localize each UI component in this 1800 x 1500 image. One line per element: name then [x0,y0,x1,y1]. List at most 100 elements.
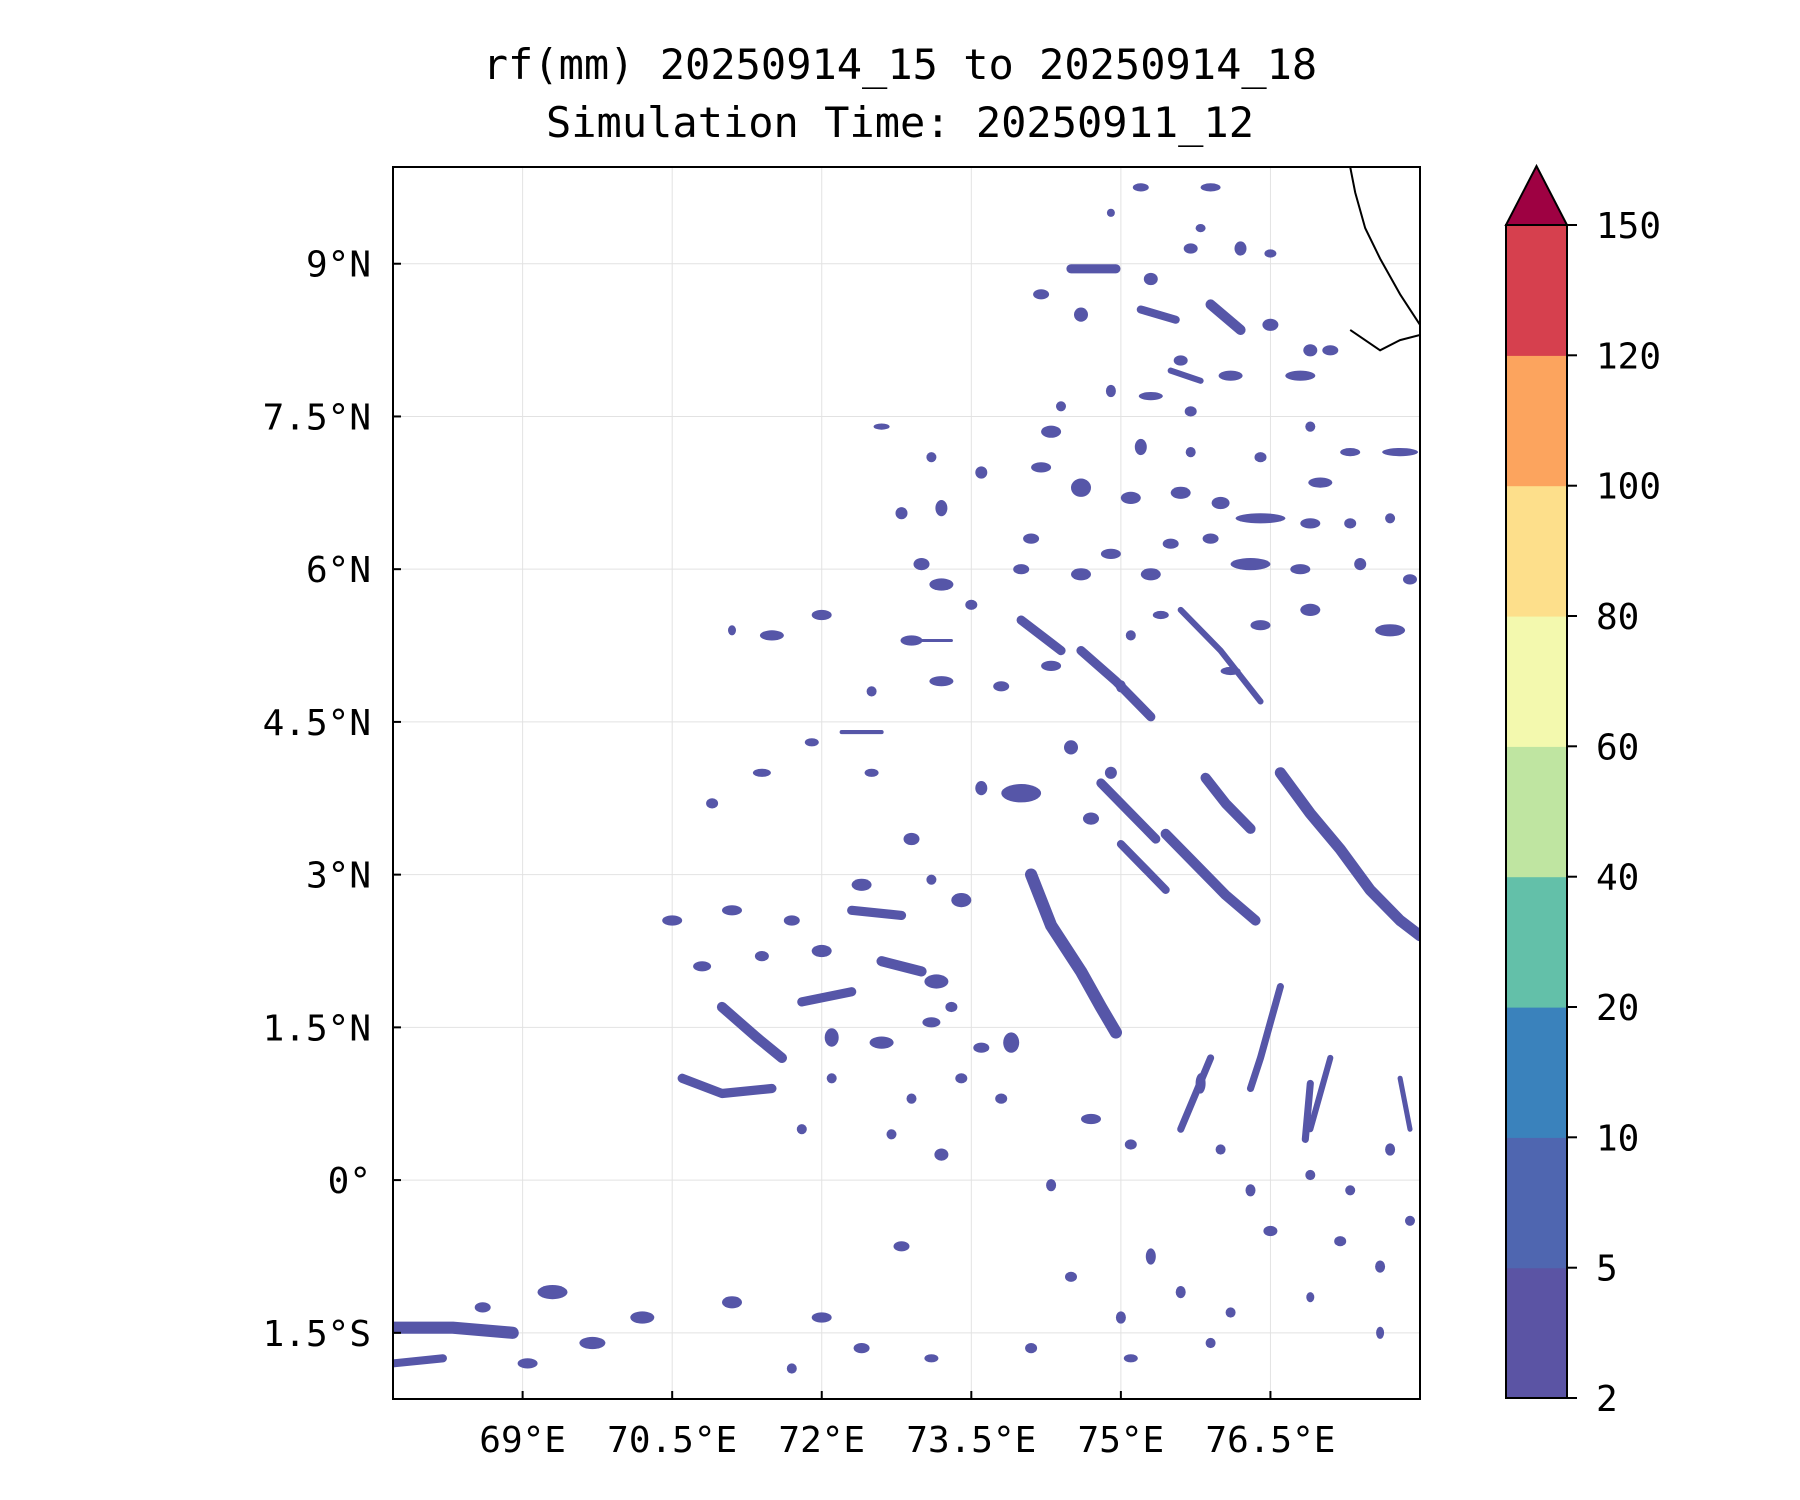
colorbar-label-7: 100 [1596,467,1661,508]
rain-patch-81 [975,466,988,479]
colorbar-label-8: 120 [1596,336,1661,377]
rain-patch-99 [1162,538,1179,549]
rain-patch-124 [1138,392,1163,401]
rain-patch-5 [722,1296,742,1309]
rain-patch-120 [1303,344,1318,357]
rain-patch-0 [537,1285,568,1300]
rain-patch-18 [1334,1236,1347,1247]
rain-patch-90 [1235,513,1286,524]
rain-patch-125 [1173,355,1188,366]
rain-patch-8 [924,1354,939,1363]
rain-band-4 [1096,778,1161,844]
colorbar-segment-4 [1506,746,1567,878]
rain-patch-80 [895,507,908,520]
colorbar-segment-3 [1506,876,1567,1008]
rain-patch-88 [1170,486,1191,499]
rain-patch-131 [1322,345,1339,356]
rain-band-0 [1274,767,1420,942]
rain-patch-117 [1234,241,1247,256]
rain-patch-78 [929,578,954,591]
rain-patch-35 [1245,1184,1256,1197]
rain-band-18 [677,1073,777,1099]
colorbar-segment-7 [1506,355,1567,487]
rain-patch-26 [1195,1073,1206,1094]
rain-patch-113 [1023,533,1040,544]
rain-patch-16 [1225,1307,1236,1318]
rain-patch-65 [759,630,784,641]
rain-patch-47 [869,1036,894,1049]
rain-band-23 [393,1321,519,1339]
rain-patch-43 [662,915,683,926]
rain-patch-6 [811,1312,832,1323]
rain-patch-110 [1375,624,1406,637]
rain-patch-86 [1071,478,1091,497]
rain-patch-129 [1254,452,1267,463]
rain-patch-85 [1031,462,1052,473]
rain-patch-89 [1211,496,1230,510]
rain-patch-28 [1215,1144,1226,1155]
rain-patch-61 [926,874,937,885]
rain-patch-112 [1220,666,1241,676]
rain-patch-9 [1025,1343,1038,1354]
rain-patch-121 [1218,370,1243,381]
rain-band-9 [1205,299,1246,335]
rain-patch-57 [1001,784,1042,803]
rain-patch-111 [1403,574,1417,585]
rain-patch-51 [945,1001,958,1013]
rain-patch-45 [754,951,769,962]
rain-band-24 [393,1354,447,1368]
rain-patch-84 [1041,425,1062,438]
rain-patch-29 [1305,1169,1316,1181]
map-area [393,167,1420,1399]
rain-patch-46 [824,1028,839,1047]
rain-patch-136 [1033,289,1050,300]
rain-band-2 [1160,828,1261,926]
rain-patch-49 [973,1042,990,1053]
latitude-ticks: 9°N 7.5°N 6°N 4.5°N 3°N 1.5°N 0° 1.5°S [263,245,401,1355]
rain-patch-21 [1115,1311,1126,1324]
colorbar-label-1: 5 [1596,1249,1618,1290]
rain-patch-134 [1195,224,1206,233]
longitude-ticks: 69°E 70.5°E 72°E 73.5°E 75°E 76.5°E [479,1391,1335,1461]
colorbar-segment-5 [1506,616,1567,747]
rain-patch-126 [1105,384,1116,398]
rain-patch-14 [1145,1248,1156,1265]
rain-band-3 [1025,868,1122,1039]
rain-band-10 [1136,305,1180,324]
lat-tick-label-5: 1.5°N [263,1008,371,1049]
rain-patch-135 [1106,208,1115,217]
rain-patch-63 [811,609,832,621]
rain-band-8 [1016,615,1066,656]
rain-patch-97 [1354,558,1367,571]
rain-band-21 [876,956,927,977]
colorbar-segment-8 [1506,225,1567,356]
rain-patch-54 [826,1073,837,1084]
rain-patch-132 [1200,183,1221,192]
rain-patch-119 [1262,318,1279,331]
rain-band-6 [1076,646,1156,722]
rain-band-5 [1116,840,1170,894]
colorbar-segment-2 [1506,1007,1567,1138]
lon-tick-label-1: 70.5°E [607,1420,737,1461]
rain-patch-137 [1056,401,1066,412]
rain-patch-53 [906,1093,917,1104]
rain-band-1 [1200,772,1256,834]
gridlines [393,167,1420,1399]
lat-tick-label-3: 4.5°N [263,703,371,744]
rain-patch-40 [811,944,832,958]
rain-patch-66 [728,625,736,636]
rain-patch-127 [1134,438,1147,456]
rain-patch-23 [1376,1326,1385,1339]
rain-patch-41 [783,915,800,926]
rain-patch-64 [900,635,923,646]
rain-patch-4 [474,1302,491,1313]
rain-patch-44 [693,961,712,972]
rain-patch-2 [579,1336,606,1350]
rain-patch-10 [1123,1354,1138,1363]
rain-patch-13 [1065,1271,1077,1282]
rain-patch-12 [893,1241,910,1252]
rain-patch-105 [1300,603,1321,617]
lon-tick-label-2: 72°E [778,1420,865,1461]
rainfall-field [393,183,1420,1374]
rain-patch-82 [926,452,937,463]
